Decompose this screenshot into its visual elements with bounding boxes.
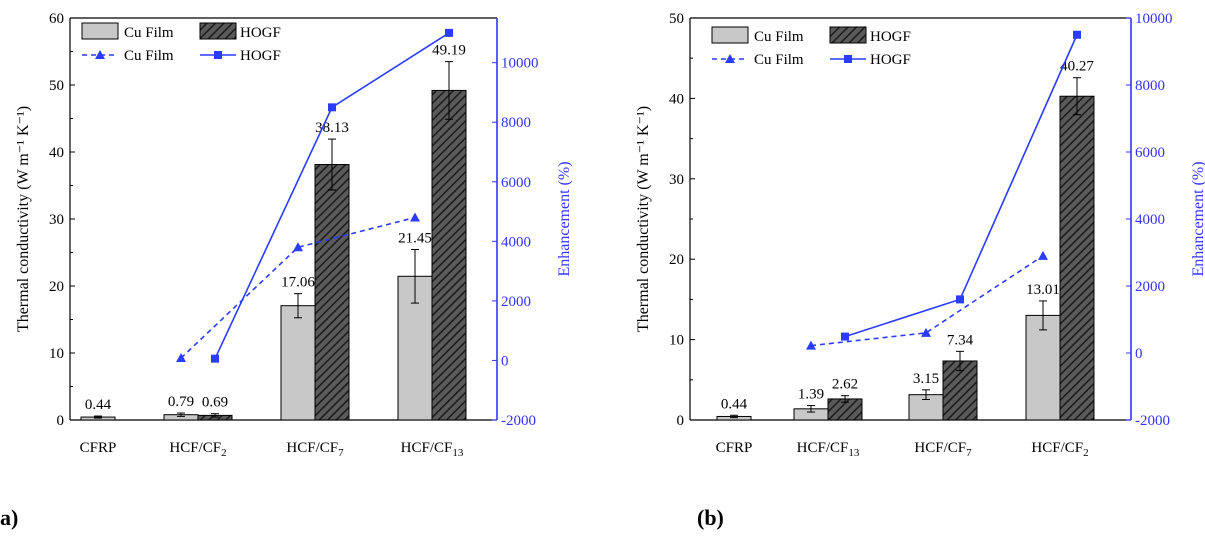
data-label: 13.01 (1026, 282, 1060, 298)
y-tick-label-right: 2000 (501, 294, 531, 310)
y-tick-label-right: 10000 (501, 56, 539, 72)
data-label: 0.44 (85, 397, 112, 413)
marker-square (841, 332, 849, 341)
data-label: 7.34 (947, 332, 974, 348)
legend-marker-square (844, 55, 852, 63)
x-tick-label: HCF/CF2 (1031, 440, 1088, 459)
y-tick-label-right: 6000 (501, 175, 531, 191)
legend-swatch-cu-film (711, 26, 749, 44)
y-tick-label-left: 60 (49, 11, 64, 27)
data-label: 3.15 (913, 371, 939, 387)
y-tick-label-right: 0 (1135, 346, 1143, 362)
legend-label: HOGF (240, 25, 281, 41)
legend-swatch-hogf (829, 26, 867, 44)
legend-marker-square (214, 51, 222, 59)
y-tick-label-right: -2000 (501, 413, 536, 429)
marker-triangle (293, 242, 303, 252)
y-tick-label-left: 20 (669, 252, 684, 268)
y-tick-label-left: 0 (57, 413, 65, 429)
data-label: 1.39 (798, 387, 824, 403)
x-tick-label: HCF/CF2 (169, 440, 226, 459)
data-label: 21.45 (398, 230, 432, 246)
y-tick-label-left: 40 (49, 145, 64, 161)
bar-hogf (431, 89, 467, 421)
y-tick-label-right: 6000 (1135, 145, 1165, 161)
data-label: 0.44 (721, 396, 748, 412)
marker-square (328, 103, 336, 112)
y-tick-label-left: 40 (669, 91, 684, 107)
y-tick-label-right: 4000 (1135, 212, 1165, 228)
bar-hogf (314, 164, 350, 421)
y-tick-label-left: 10 (49, 346, 64, 362)
legend-label: Cu Film (754, 29, 804, 45)
y-axis-title-right: Enhancement (%) (1190, 161, 1205, 276)
y-tick-label-right: 4000 (501, 234, 531, 250)
legend-label: HOGF (870, 29, 911, 45)
bar-cu-film (1025, 314, 1061, 421)
marker-square (445, 28, 453, 37)
marker-triangle (921, 327, 931, 337)
panel-label-a: a) (0, 505, 19, 530)
legend-marker-triangle (725, 54, 735, 63)
y-tick-label-right: 0 (501, 353, 509, 369)
data-label: 2.62 (832, 377, 858, 393)
chart-panel-b: 0 10 20 30 40 50 -2000 0 2000 4000 6000 8000 10000 Th… (635, 11, 1205, 459)
data-label: 40.27 (1060, 59, 1094, 75)
y-tick-label-left: 50 (669, 11, 684, 27)
legend-swatch-hogf (199, 22, 237, 40)
legend-label: HOGF (870, 52, 911, 68)
x-tick-label: HCF/CF13 (401, 440, 464, 459)
y-tick-label-right: 8000 (501, 115, 531, 131)
x-tick-label: CFRP (80, 440, 117, 456)
bar-hogf (1059, 95, 1095, 421)
marker-triangle (176, 353, 186, 363)
data-label: 0.79 (168, 394, 194, 410)
chart-panel-a: 0 10 20 30 40 50 60 -2000 0 2000 4000 6000 8000 10000… (15, 11, 573, 459)
y-tick-label-right: 2000 (1135, 279, 1165, 295)
x-tick-label: HCF/CF7 (286, 440, 344, 459)
y-tick-label-right: -2000 (1135, 413, 1170, 429)
marker-triangle (806, 340, 816, 350)
marker-square (1073, 30, 1081, 39)
y-tick-label-left: 10 (669, 333, 684, 349)
y-tick-label-left: 50 (49, 78, 64, 94)
legend-label: Cu Film (124, 48, 174, 64)
x-tick-label: HCF/CF13 (797, 440, 860, 459)
marker-triangle (1038, 250, 1048, 260)
data-label: 49.19 (432, 43, 466, 59)
bar-cu-film (280, 305, 316, 421)
y-tick-label-right: 8000 (1135, 78, 1165, 94)
legend-label: Cu Film (124, 25, 174, 41)
x-tick-label: HCF/CF7 (914, 440, 972, 459)
legend-label: Cu Film (754, 52, 804, 68)
y-axis-title-right: Enhancement (%) (556, 161, 573, 276)
y-tick-label-left: 30 (669, 172, 684, 188)
marker-square (211, 354, 219, 363)
legend-swatch-cu-film (81, 22, 119, 40)
y-tick-label-left: 0 (677, 413, 685, 429)
data-label: 0.69 (202, 395, 228, 411)
marker-triangle (410, 212, 420, 222)
legend-marker-triangle (95, 50, 105, 59)
marker-square (956, 295, 964, 304)
line-cu-film (810, 255, 1044, 347)
y-tick-label-left: 20 (49, 279, 64, 295)
legend-label: HOGF (240, 48, 281, 64)
y-tick-label-right: 10000 (1135, 11, 1173, 27)
x-tick-label: CFRP (716, 440, 753, 456)
data-label: 17.06 (281, 275, 315, 291)
y-axis-title-left: Thermal conductivity (W m⁻¹ K⁻¹) (635, 106, 652, 332)
panel-label-b: (b) (697, 505, 724, 530)
y-axis-title-left: Thermal conductivity (W m⁻¹ K⁻¹) (15, 106, 32, 332)
y-tick-label-left: 30 (49, 212, 64, 228)
